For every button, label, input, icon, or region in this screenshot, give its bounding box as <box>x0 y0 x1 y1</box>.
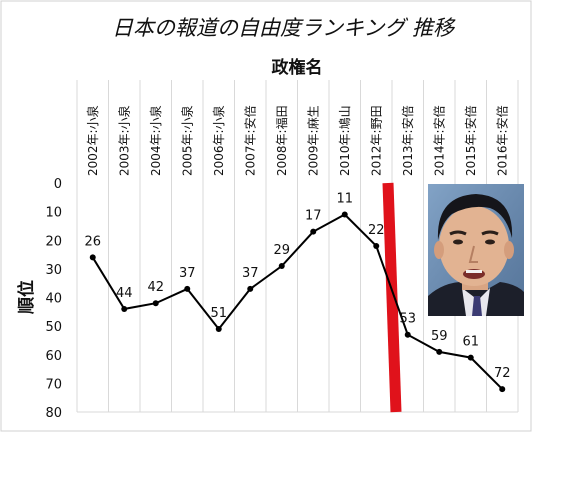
y-tick-label: 0 <box>54 177 62 192</box>
data-label: 61 <box>462 335 479 350</box>
y-tick-label: 30 <box>45 263 62 278</box>
data-label: 26 <box>84 234 101 249</box>
series-polyline <box>91 213 503 390</box>
data-point <box>152 300 159 307</box>
data-point <box>310 228 317 235</box>
data-label: 51 <box>210 306 227 321</box>
data-point <box>404 331 411 338</box>
y-tick-label: 20 <box>45 234 62 249</box>
portrait-photo <box>428 184 524 316</box>
x-category-label: 2014年:安倍 <box>431 105 446 176</box>
y-tick-label: 50 <box>45 320 62 335</box>
y-tick-label: 10 <box>45 206 62 221</box>
data-point <box>247 285 254 292</box>
data-label: 17 <box>305 209 322 224</box>
data-labels: 26 44 42 37 51 37 29 17 11 22 53 59 61 72 <box>84 191 510 381</box>
data-label: 37 <box>242 266 259 281</box>
data-point <box>436 348 443 355</box>
x-category-label: 2015年:安倍 <box>463 105 478 176</box>
x-category-label: 2009年:麻生 <box>305 105 320 176</box>
y-tick-label: 40 <box>45 292 62 307</box>
x-category-label: 2006年:小泉 <box>212 105 226 176</box>
data-points <box>89 211 506 393</box>
data-label: 11 <box>336 191 353 206</box>
data-label: 22 <box>368 223 385 238</box>
x-category-label: 2013年:安倍 <box>400 105 415 176</box>
x-category-label: 2005年:小泉 <box>180 105 194 176</box>
x-category-labels: 2002年:小泉 2003年:小泉 2004年:小泉 2005年:小泉 2006年:小泉… <box>86 105 510 176</box>
data-label: 42 <box>147 280 164 295</box>
y-axis-title: 順位 <box>16 280 37 314</box>
data-label: 29 <box>273 243 290 258</box>
data-label: 53 <box>399 312 416 327</box>
data-point <box>215 325 222 332</box>
y-tick-label: 60 <box>45 349 62 364</box>
x-category-label: 2012年:野田 <box>369 105 383 176</box>
data-point <box>278 263 285 270</box>
series-line <box>91 213 503 390</box>
data-point <box>373 242 380 249</box>
data-point <box>184 285 191 292</box>
x-category-label: 2007年:安倍 <box>242 105 257 176</box>
data-point <box>89 254 96 261</box>
chart-frame <box>0 0 532 432</box>
data-point <box>341 211 348 218</box>
data-label: 37 <box>179 266 196 281</box>
y-axis-ticks: 0 10 20 30 40 50 60 70 80 <box>45 177 62 421</box>
data-point <box>121 305 128 312</box>
data-point <box>467 354 474 361</box>
x-category-label: 2010年:鳩山 <box>338 105 352 176</box>
data-label: 72 <box>494 366 511 381</box>
red-divider-bar <box>382 182 402 413</box>
x-axis-title: 政権名 <box>272 57 323 78</box>
x-category-label: 2004年:小泉 <box>149 105 163 176</box>
x-category-label: 2002年:小泉 <box>86 105 100 176</box>
data-point <box>499 386 506 393</box>
chart-title: 日本の報道の自由度ランキング 推移 <box>112 16 456 40</box>
regime-divider <box>382 182 402 413</box>
y-tick-label: 70 <box>45 377 62 392</box>
y-tick-label: 80 <box>45 406 62 421</box>
x-category-label: 2003年:小泉 <box>117 105 131 176</box>
data-label: 59 <box>431 329 448 344</box>
x-category-label: 2008年:福田 <box>274 105 289 176</box>
data-label: 44 <box>116 286 133 301</box>
x-category-label: 2016年:安倍 <box>494 105 509 176</box>
grid-lines <box>76 80 519 413</box>
